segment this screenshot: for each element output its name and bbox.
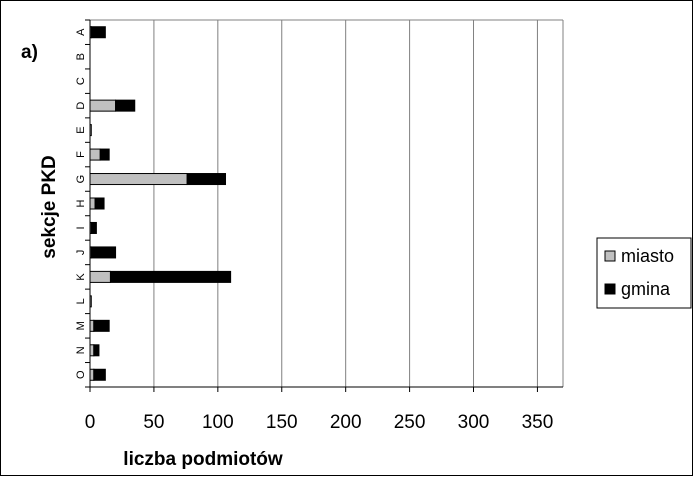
y-tick-label-D: D <box>75 102 87 110</box>
legend-swatch-miasto <box>604 250 616 262</box>
bar-gmina-K <box>109 270 232 283</box>
bar-gmina-F <box>99 148 110 161</box>
bar-gmina-N <box>93 344 100 357</box>
x-tick-label-300: 300 <box>458 412 490 433</box>
axes <box>85 19 563 392</box>
x-tick-label-350: 350 <box>522 412 554 433</box>
bar-gmina-D <box>115 99 136 112</box>
bar-gmina-O <box>93 368 106 381</box>
bar-miasto-K <box>89 270 111 283</box>
legend-label-gmina: gmina <box>621 279 671 299</box>
bar-gmina-G <box>186 173 227 186</box>
bar-miasto-D <box>89 99 117 112</box>
y-tick-label-F: F <box>75 151 87 158</box>
panel-label: a) <box>21 42 38 63</box>
x-tick-labels: 0 50 100 150 200 250 300 350 <box>85 412 554 433</box>
y-tick-label-I: I <box>75 226 87 229</box>
x-axis-title: liczba podmiotów <box>123 449 283 470</box>
bar-miasto-G <box>89 173 188 186</box>
y-tick-label-B: B <box>75 53 87 60</box>
bar-miasto-N <box>89 344 95 357</box>
y-tick-label-E: E <box>75 126 87 133</box>
y-tick-label-L: L <box>75 298 87 304</box>
y-axis-title: sekcje PKD <box>39 155 60 259</box>
x-tick-label-100: 100 <box>202 412 234 433</box>
y-tick-label-C: C <box>75 77 87 85</box>
x-tick-label-250: 250 <box>394 412 426 433</box>
x-tick-label-150: 150 <box>266 412 298 433</box>
bar-miasto-H <box>89 197 96 210</box>
bar-miasto-O <box>89 368 95 381</box>
bar-gmina-H <box>94 197 105 210</box>
legend-label-miasto: miasto <box>621 246 674 266</box>
y-tick-labels: A B C D E F G H I J K L M N O <box>75 28 87 379</box>
y-tick-label-O: O <box>75 370 87 379</box>
legend-box <box>596 237 692 309</box>
bar-miasto-F <box>89 148 101 161</box>
y-tick-label-J: J <box>75 250 87 256</box>
bar-gmina-I <box>90 221 97 234</box>
x-tick-label-200: 200 <box>330 412 362 433</box>
bars <box>89 26 232 381</box>
y-tick-label-G: G <box>75 175 87 184</box>
bar-gmina-M <box>93 319 110 332</box>
grid-lines <box>90 19 564 387</box>
legend-swatch-gmina <box>604 283 616 295</box>
x-tick-label-50: 50 <box>143 412 164 433</box>
bar-miasto-M <box>89 319 95 332</box>
y-tick-label-A: A <box>75 28 87 36</box>
bar-gmina-J <box>90 246 117 259</box>
bar-gmina-A <box>90 26 106 39</box>
y-tick-label-H: H <box>75 199 87 207</box>
y-tick-label-K: K <box>75 273 87 281</box>
y-tick-label-N: N <box>75 346 87 354</box>
legend: miasto gmina <box>596 237 692 309</box>
y-tick-label-M: M <box>75 321 87 330</box>
x-tick-label-0: 0 <box>85 412 96 433</box>
